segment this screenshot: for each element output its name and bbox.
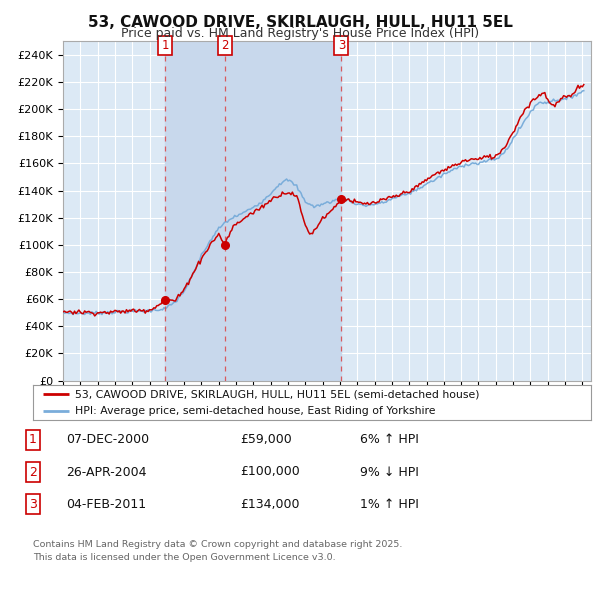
Text: 3: 3 (338, 39, 345, 52)
Text: 07-DEC-2000: 07-DEC-2000 (66, 433, 149, 446)
Text: 26-APR-2004: 26-APR-2004 (66, 466, 146, 478)
Text: 1: 1 (29, 433, 37, 446)
Text: 9% ↓ HPI: 9% ↓ HPI (360, 466, 419, 478)
Bar (166, 41, 341, 381)
Text: £100,000: £100,000 (240, 466, 300, 478)
Text: HPI: Average price, semi-detached house, East Riding of Yorkshire: HPI: Average price, semi-detached house,… (75, 405, 436, 415)
Text: Price paid vs. HM Land Registry's House Price Index (HPI): Price paid vs. HM Land Registry's House … (121, 27, 479, 40)
Text: 2: 2 (29, 466, 37, 478)
Text: £59,000: £59,000 (240, 433, 292, 446)
Text: 04-FEB-2011: 04-FEB-2011 (66, 498, 146, 511)
Text: Contains HM Land Registry data © Crown copyright and database right 2025.
This d: Contains HM Land Registry data © Crown c… (33, 540, 403, 562)
Text: £134,000: £134,000 (240, 498, 299, 511)
Text: 2: 2 (221, 39, 229, 52)
Text: 1: 1 (161, 39, 169, 52)
Text: 53, CAWOOD DRIVE, SKIRLAUGH, HULL, HU11 5EL: 53, CAWOOD DRIVE, SKIRLAUGH, HULL, HU11 … (88, 15, 512, 30)
Text: 6% ↑ HPI: 6% ↑ HPI (360, 433, 419, 446)
Text: 1% ↑ HPI: 1% ↑ HPI (360, 498, 419, 511)
Text: 3: 3 (29, 498, 37, 511)
Text: 53, CAWOOD DRIVE, SKIRLAUGH, HULL, HU11 5EL (semi-detached house): 53, CAWOOD DRIVE, SKIRLAUGH, HULL, HU11 … (75, 389, 479, 399)
